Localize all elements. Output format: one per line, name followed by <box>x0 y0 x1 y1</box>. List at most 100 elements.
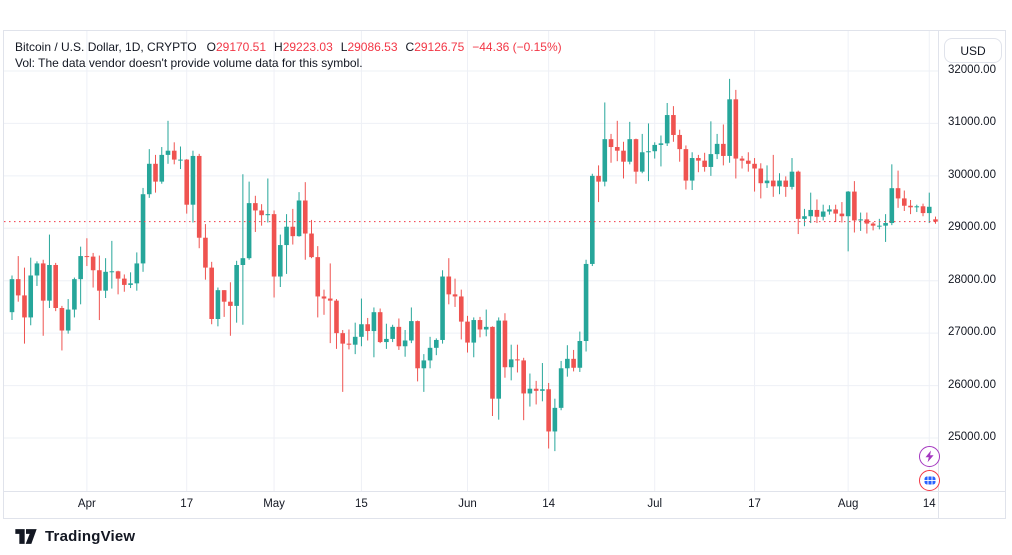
candlestick <box>178 159 183 161</box>
boost-badge[interactable] <box>919 446 940 467</box>
candlestick <box>434 339 439 348</box>
candlestick <box>352 336 358 345</box>
candlestick <box>926 206 932 214</box>
lightning-icon <box>925 450 934 463</box>
time-axis-label: 14 <box>922 498 936 510</box>
candlestick <box>28 275 34 318</box>
grid-widget-badge[interactable] <box>919 470 940 491</box>
candlestick <box>415 321 420 369</box>
candlestick <box>78 256 83 280</box>
candlestick <box>215 290 221 319</box>
candlestick <box>614 147 620 151</box>
volume-note: Vol: The data vendor doesn't provide vol… <box>15 56 363 70</box>
candlestick <box>246 203 252 259</box>
candlestick <box>15 279 21 296</box>
candlestick <box>708 154 714 167</box>
currency-toggle-button[interactable]: USD <box>944 38 1002 63</box>
candlestick <box>203 237 208 268</box>
price-chart-canvas[interactable] <box>4 31 938 492</box>
ohlc-open: O29170.51 <box>206 40 267 54</box>
price-axis-label: 31000.00 <box>948 116 996 129</box>
candlestick <box>465 321 470 343</box>
candlestick <box>409 321 414 341</box>
candlestick <box>259 210 264 216</box>
candlestick <box>814 209 820 217</box>
candlestick <box>165 150 171 155</box>
candlestick <box>278 245 283 277</box>
candlestick <box>84 256 90 258</box>
candlestick <box>795 171 801 219</box>
candlestick <box>590 175 595 264</box>
candlestick <box>421 360 427 369</box>
candlestick <box>658 143 664 145</box>
candlestick <box>533 388 539 391</box>
chart-widget: Bitcoin / U.S. Dollar, 1D, CRYPTO O29170.… <box>3 30 1006 519</box>
candlestick <box>870 223 876 226</box>
candlestick <box>839 213 845 217</box>
candlestick <box>153 163 158 182</box>
candlestick <box>103 271 108 291</box>
time-axis-label: Apr <box>77 498 96 510</box>
candlestick <box>34 263 40 276</box>
price-axis-label: 25000.00 <box>948 431 996 443</box>
candlestick <box>702 160 707 167</box>
candlestick <box>895 188 901 199</box>
candlestick <box>159 154 165 182</box>
price-axis-label: 28000.00 <box>948 273 996 286</box>
price-axis-label: 26000.00 <box>948 378 996 391</box>
candlestick <box>808 209 814 217</box>
symbol-title[interactable]: Bitcoin / U.S. Dollar, 1D, CRYPTO <box>15 40 197 54</box>
tradingview-attribution[interactable]: TradingView <box>14 527 135 546</box>
candlestick <box>689 158 695 181</box>
candlestick <box>546 389 551 432</box>
candlestick <box>234 264 239 306</box>
candlestick <box>602 139 608 182</box>
grid-globe-icon <box>924 476 935 485</box>
candlestick <box>746 160 751 164</box>
candlestick <box>327 298 333 301</box>
candlestick <box>90 256 96 271</box>
time-axis-label: Aug <box>837 498 859 510</box>
candlestick <box>770 180 776 187</box>
price-axis-separator <box>938 31 939 518</box>
candlestick <box>852 191 857 221</box>
time-axis-label: Jun <box>458 498 477 510</box>
candlestick <box>384 338 389 343</box>
candlestick <box>639 152 645 172</box>
price-axis-label: 27000.00 <box>948 326 996 339</box>
candlestick <box>146 163 152 195</box>
candlestick <box>359 324 364 337</box>
candlestick <box>490 326 495 399</box>
candlestick <box>914 206 920 208</box>
candlestick <box>552 407 558 432</box>
chart-legend: Bitcoin / U.S. Dollar, 1D, CRYPTO O29170.… <box>15 39 562 55</box>
candlestick <box>65 309 71 331</box>
candlestick <box>122 278 127 285</box>
candlestick <box>365 324 370 332</box>
candlestick <box>402 340 408 347</box>
candlestick <box>733 99 739 159</box>
time-axis-label: May <box>263 498 285 510</box>
candlestick <box>253 203 258 211</box>
tradingview-logo-icon <box>15 529 37 544</box>
candlestick <box>558 368 564 408</box>
candlestick <box>309 233 314 258</box>
candlestick <box>184 159 190 205</box>
candlestick <box>371 312 377 332</box>
candlestick <box>721 143 726 156</box>
candlestick <box>508 359 514 368</box>
candlestick <box>265 214 271 216</box>
candlestick <box>72 279 77 310</box>
candlestick <box>677 134 682 150</box>
candlestick <box>671 115 676 135</box>
price-axis-label: 32000.00 <box>948 64 996 76</box>
time-axis-label: 14 <box>542 498 556 510</box>
time-axis-label: 15 <box>355 498 368 510</box>
candlestick <box>858 219 863 221</box>
candlestick <box>577 341 583 368</box>
candlestick <box>515 359 520 361</box>
candlestick <box>540 389 545 391</box>
candlestick <box>97 270 102 291</box>
candlestick <box>59 307 65 331</box>
